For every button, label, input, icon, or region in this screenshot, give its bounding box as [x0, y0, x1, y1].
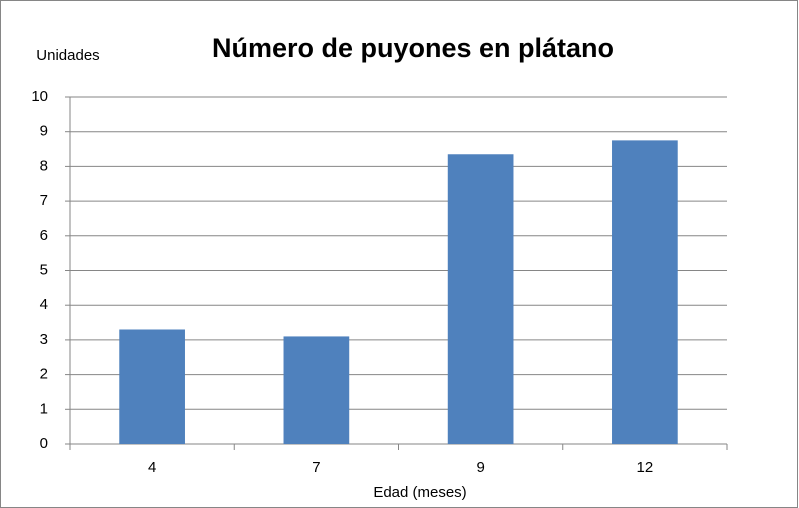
y-tick-label: 1	[40, 400, 48, 417]
x-tick-label: 12	[637, 459, 654, 476]
bar	[612, 140, 678, 444]
x-tick-label: 9	[476, 459, 484, 476]
y-axis-label: Unidades	[36, 47, 99, 64]
y-tick-label: 2	[40, 366, 48, 383]
y-tick-label: 10	[31, 88, 48, 105]
y-tick-label: 9	[40, 123, 48, 140]
y-tick-label: 7	[40, 192, 48, 209]
x-tick-label: 7	[312, 459, 320, 476]
x-tick-label: 4	[148, 459, 156, 476]
x-axis-label: Edad (meses)	[373, 484, 466, 501]
y-tick-label: 6	[40, 227, 48, 244]
y-tick-label: 5	[40, 261, 48, 278]
bar	[119, 329, 185, 444]
bar	[283, 336, 350, 444]
y-tick-label: 3	[40, 331, 48, 348]
y-tick-label: 4	[40, 296, 48, 313]
y-tick-label: 0	[40, 435, 48, 452]
bar	[447, 154, 514, 444]
y-tick-label: 8	[40, 157, 48, 174]
chart-title: Número de puyones en plátano	[212, 33, 614, 63]
